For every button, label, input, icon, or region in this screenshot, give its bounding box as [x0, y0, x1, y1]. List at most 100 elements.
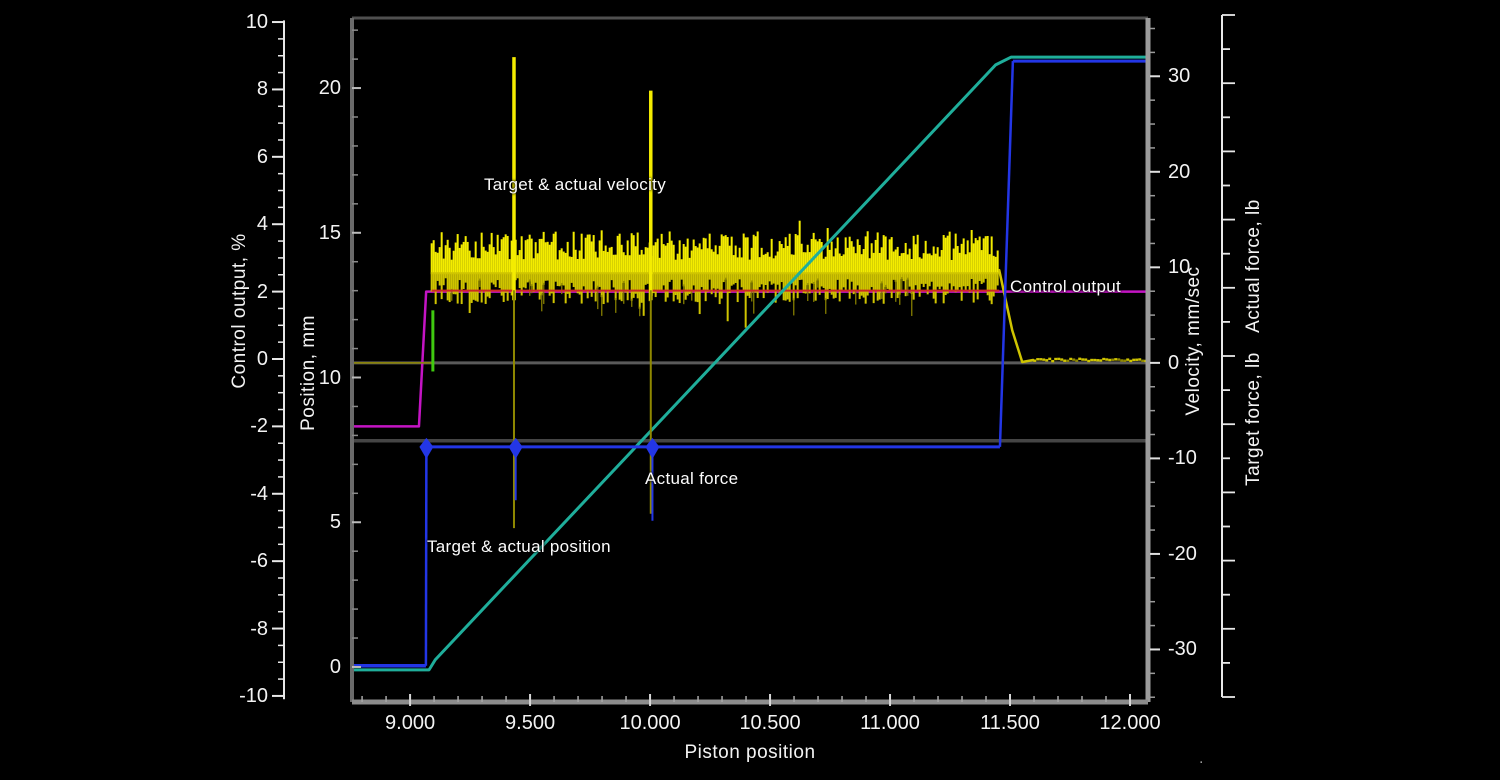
velocity-noise-bar [452, 272, 455, 295]
velocity-noise-bar [752, 272, 755, 293]
velocity-noise-bar [684, 272, 687, 300]
velocity-noise-tail [899, 292, 901, 305]
velocity-noise-bar [690, 250, 693, 275]
velocity-noise-bar [474, 272, 477, 301]
velocity-noise-bar [626, 272, 629, 301]
velocity-noise-bar [802, 272, 805, 294]
velocity-settle-noise [1033, 359, 1037, 362]
velocity-noise-tail [601, 295, 603, 316]
velocity-noise-bar [580, 272, 583, 304]
control-output-trace [350, 290, 1150, 428]
velocity-noise-bar [714, 245, 717, 275]
velocity-noise-bar [900, 253, 903, 275]
velocity-noise-bar [884, 272, 887, 287]
velocity-noise-bar [604, 272, 607, 291]
velocity-noise-bar [966, 272, 969, 287]
velocity-noise-bar [902, 272, 905, 282]
velocity-noise-bar [556, 272, 559, 287]
velocity-noise-bar [850, 241, 853, 275]
velocity-noise-bar [708, 233, 711, 275]
velocity-noise-bar [566, 241, 569, 275]
velocity-noise-bar [628, 255, 631, 275]
velocity-noise-bar [590, 272, 593, 297]
velocity-noise-bar [560, 248, 563, 275]
velocity-settle-noise [1084, 358, 1088, 361]
velocity-noise-bar [660, 233, 663, 275]
velocity-noise-bar [602, 272, 605, 305]
velocity-noise-bar [554, 231, 557, 275]
velocity-noise-tail [623, 280, 625, 304]
velocity-noise-bar [624, 272, 627, 293]
tick-label: -10 [1168, 447, 1197, 470]
velocity-noise-bar [832, 272, 835, 299]
velocity-settle-noise [1087, 359, 1091, 363]
tick-label: 2 [256, 280, 268, 303]
velocity-noise-tail [683, 284, 685, 305]
velocity-noise-bar [668, 272, 671, 282]
velocity-noise-bar [816, 272, 819, 281]
tick-label: 10 [318, 366, 341, 389]
velocity-noise-bar [950, 272, 953, 292]
velocity-noise-bar [538, 272, 541, 300]
velocity-noise-bar [786, 245, 789, 275]
velocity-noise-bar [832, 256, 835, 275]
velocity-noise-bar [830, 272, 833, 295]
velocity-noise-bar [494, 272, 497, 288]
velocity-noise-bar [892, 251, 895, 275]
velocity-noise-bar [500, 272, 503, 296]
velocity-noise-bar [886, 272, 889, 289]
velocity-noise-bar [898, 272, 901, 295]
velocity-noise-bar [668, 231, 671, 275]
velocity-settle-noise [1117, 358, 1121, 361]
velocity-noise-bar [450, 272, 453, 291]
velocity-noise-bar [844, 237, 847, 275]
tick-label: 10.000 [619, 712, 681, 734]
velocity-noise-bar [484, 272, 487, 304]
velocity-noise-bar [636, 272, 639, 299]
velocity-noise-bar [792, 254, 795, 275]
actual-force-end-rise [998, 61, 1015, 447]
velocity-noise-bar [524, 240, 527, 275]
velocity-noise-bar [484, 250, 487, 275]
velocity-noise-bar [722, 236, 725, 275]
velocity-noise-bar [940, 272, 943, 287]
velocity-noise-bar [730, 272, 733, 286]
tick-label: 4 [256, 213, 268, 236]
velocity-noise-bar [956, 272, 959, 291]
velocity-noise-bar [878, 272, 881, 300]
velocity-noise-bar [612, 254, 615, 275]
tick-label: -8 [250, 617, 268, 640]
velocity-noise-bar [858, 245, 861, 275]
velocity-noise-tail [911, 292, 913, 316]
velocity-noise-bar [494, 254, 497, 275]
velocity-noise-bar [464, 272, 467, 283]
tick-label: 15 [318, 221, 341, 244]
velocity-noise-bar [920, 258, 923, 275]
tick-label: 0 [329, 655, 341, 678]
velocity-noise-bar [848, 272, 851, 299]
velocity-noise-bar [690, 272, 693, 293]
velocity-noise-bar [448, 247, 451, 275]
velocity-noise-bar [914, 272, 917, 286]
tick-label: 10.500 [739, 712, 801, 734]
velocity-noise-bar [500, 239, 503, 275]
velocity-noise-tail [807, 283, 809, 301]
stray-dot: . [1199, 750, 1204, 767]
velocity-noise-bar [558, 250, 561, 275]
velocity-noise-tail [615, 298, 617, 313]
velocity-noise-bar [808, 272, 811, 294]
velocity-noise-bar [818, 272, 821, 295]
axis-title-piston-position: Piston position [684, 742, 816, 763]
velocity-noise-bar [858, 272, 861, 300]
velocity-noise-bar [964, 254, 967, 275]
velocity-noise-bar [746, 272, 749, 296]
velocity-noise-bar [918, 272, 921, 297]
velocity-noise-bar [590, 241, 593, 275]
velocity-noise-bar [644, 247, 647, 275]
velocity-noise-bar [864, 236, 867, 275]
velocity-noise-bar [952, 248, 955, 275]
velocity-noise-tail [639, 306, 641, 317]
velocity-noise-bar [660, 272, 663, 291]
velocity-noise-bar [448, 272, 451, 303]
velocity-noise-bar [508, 259, 511, 275]
